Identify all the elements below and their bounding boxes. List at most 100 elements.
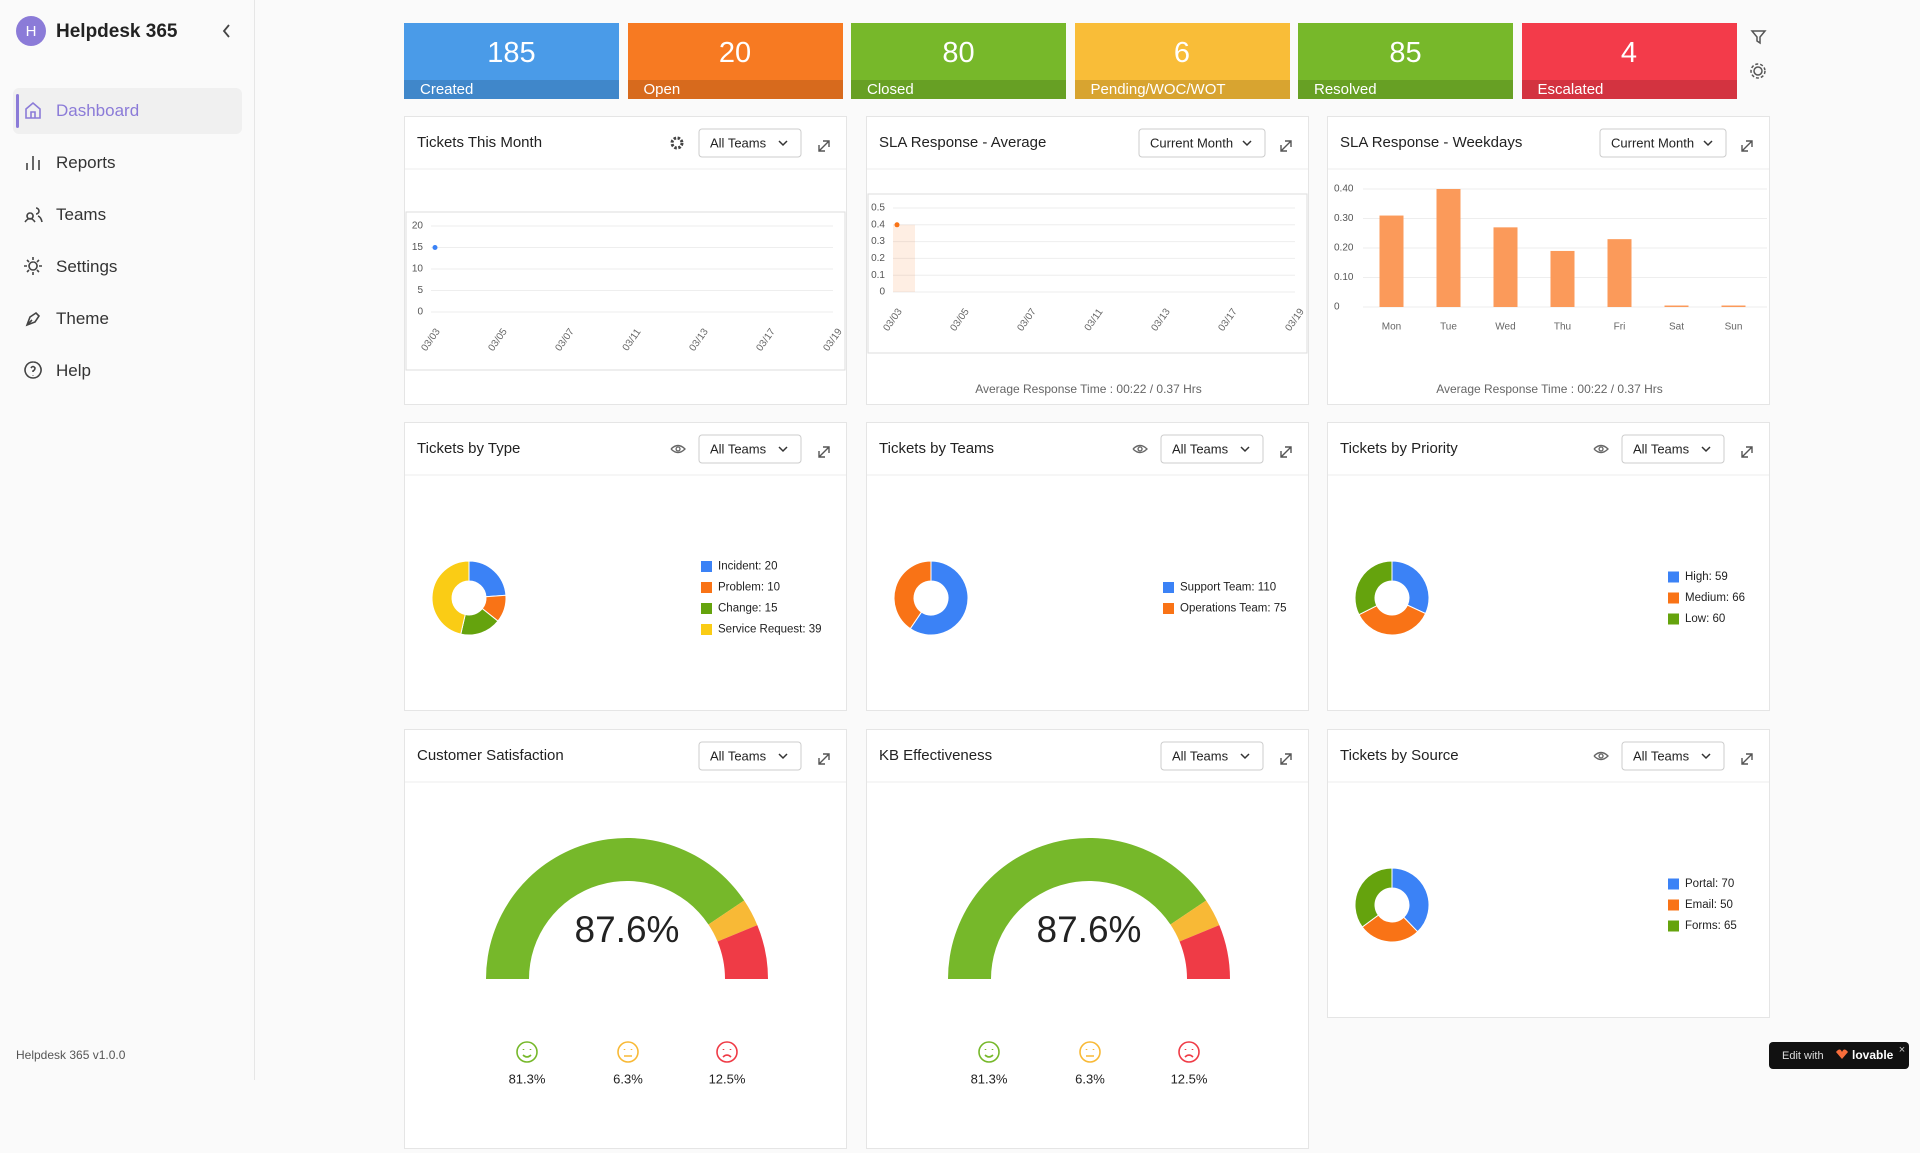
- chart: Tickets by Type All Teams Incident: 20 Prob…: [405, 434, 848, 636]
- collapse-button[interactable]: [212, 17, 240, 45]
- stat-value: 20: [718, 37, 752, 69]
- x-tick-label: Wed: [1495, 322, 1515, 333]
- face-icon: [617, 1041, 639, 1063]
- x-tick-label: Thu: [1554, 322, 1571, 333]
- team-filter[interactable]: [1621, 741, 1725, 771]
- team-filter[interactable]: [1160, 741, 1264, 771]
- stat-card[interactable]: 80 Closed: [851, 23, 1066, 99]
- gauge-segment: [1179, 925, 1230, 979]
- dropdown-arrow: [778, 446, 788, 453]
- expand-icon[interactable]: [1741, 140, 1753, 152]
- nav-item[interactable]: Theme: [13, 296, 242, 342]
- expand-icon[interactable]: [1280, 446, 1292, 458]
- visibility-icon[interactable]: [1593, 444, 1609, 454]
- face: [1178, 1041, 1200, 1063]
- expand-icon[interactable]: [1280, 753, 1292, 765]
- nav-label: Settings: [56, 257, 118, 276]
- gauge-share: 12.5%: [1171, 1071, 1208, 1086]
- expand-icon[interactable]: [1741, 446, 1753, 458]
- y-tick-label: 0.4: [871, 219, 885, 230]
- x-tick-label: 03/17: [1216, 306, 1240, 333]
- chart: Tickets by Source All Teams Portal: 70 Emai…: [1328, 741, 1771, 943]
- team-filter[interactable]: [698, 741, 802, 771]
- gauge-segment: [1170, 900, 1220, 942]
- nav-icon: [25, 311, 41, 327]
- team-filter-label: All Teams: [710, 441, 767, 456]
- dropdown-arrow: [1701, 446, 1711, 453]
- chart-title: SLA Response - Weekdays: [1340, 134, 1522, 151]
- nav-item[interactable]: Reports: [13, 140, 242, 186]
- gauge-segment: [486, 838, 745, 979]
- visibility-icon[interactable]: [1132, 444, 1148, 454]
- x-tick-label: 03/03: [881, 306, 905, 333]
- legend-label: Problem: 10: [718, 582, 780, 594]
- bar: [1607, 239, 1632, 307]
- y-tick-label: 0.1: [871, 270, 885, 281]
- legend-label: Service Request: 39: [718, 624, 822, 636]
- expand-icon[interactable]: [818, 446, 830, 458]
- chart-panel: SLA Response - Weekdays Current Month 0 0.1…: [1327, 116, 1771, 405]
- main: 185 Created 20 Open 80 Closed 6 Pending/WOC/WOT…: [255, 0, 1920, 1149]
- chart-panel: Customer Satisfaction All Teams 81.3% 6.3% 1…: [404, 729, 848, 1149]
- team-filter-label: All Teams: [710, 748, 767, 763]
- face: [617, 1041, 639, 1063]
- team-filter-label: All Teams: [1172, 441, 1229, 456]
- chart: Tickets by Priority All Teams High: 59 Medi…: [1328, 434, 1771, 636]
- team-filter-label: All Teams: [1633, 748, 1690, 763]
- y-tick-label: 0: [1334, 302, 1340, 313]
- nav-label: Theme: [56, 309, 109, 328]
- legend-swatch: [1668, 899, 1679, 911]
- x-tick-label: 03/11: [621, 327, 644, 354]
- chart-panel: Tickets by Type All Teams Incident: 20 Prob…: [404, 422, 848, 711]
- y-tick-label: 10: [412, 264, 424, 275]
- x-tick-label: 03/11: [1083, 307, 1106, 334]
- stat-card[interactable]: 4 Escalated: [1521, 23, 1737, 99]
- pie-slice: [468, 560, 507, 598]
- team-filter[interactable]: [698, 128, 802, 158]
- nav-icon: [24, 361, 42, 379]
- chart: Customer Satisfaction All Teams 81.3% 6.3% 1…: [405, 741, 848, 1086]
- visibility-icon[interactable]: [1593, 751, 1609, 761]
- expand-icon[interactable]: [1280, 140, 1292, 152]
- stat-card[interactable]: 85 Resolved: [1298, 23, 1513, 99]
- team-filter[interactable]: [698, 434, 802, 464]
- legend-swatch: [701, 624, 712, 635]
- stat-label: Closed: [851, 80, 1066, 99]
- face: [516, 1041, 538, 1063]
- nav-icon: [26, 156, 40, 170]
- dropdown-arrow: [1701, 753, 1711, 760]
- legend-swatch: [1668, 878, 1679, 890]
- nav-item[interactable]: Settings: [13, 244, 242, 290]
- team-filter[interactable]: [1160, 434, 1264, 464]
- expand-icon[interactable]: [818, 140, 830, 152]
- x-tick-label: 03/07: [553, 326, 577, 353]
- visibility-icon[interactable]: [670, 444, 686, 454]
- team-filter-label: Current Month: [1150, 135, 1233, 150]
- nav-item[interactable]: Dashboard: [13, 88, 242, 134]
- chart-title: KB Effectiveness: [879, 747, 992, 764]
- team-filter[interactable]: [1599, 128, 1727, 158]
- team-filter[interactable]: [1138, 128, 1266, 158]
- team-filter[interactable]: [1621, 434, 1725, 464]
- gauge-share: 6.3%: [1075, 1071, 1105, 1086]
- chart-panel: Tickets by Teams All Teams Support Team: 1…: [866, 422, 1310, 711]
- bar: [1436, 189, 1461, 307]
- nav-item[interactable]: Teams: [13, 192, 242, 238]
- expand-icon[interactable]: [818, 753, 830, 765]
- pie-slice: [909, 560, 969, 636]
- legend-label: Low: 60: [1685, 613, 1725, 625]
- nav-icon-path: [24, 207, 43, 223]
- expand-icon[interactable]: [1741, 753, 1753, 765]
- legend-swatch: [701, 603, 712, 614]
- face-icon: [1178, 1041, 1200, 1063]
- stat-card[interactable]: 6 Pending/WOC/WOT: [1074, 23, 1290, 99]
- pie-slice: [1354, 560, 1393, 616]
- face: [978, 1041, 1000, 1063]
- stat-card[interactable]: 185 Created: [404, 23, 619, 99]
- stat-card[interactable]: 20 Open: [627, 23, 843, 99]
- legend-label: Forms: 65: [1685, 920, 1737, 932]
- chart: Tickets by Teams All Teams Support Team: 1…: [867, 434, 1310, 636]
- legend-swatch: [1668, 571, 1679, 583]
- nav-item[interactable]: Help: [13, 348, 242, 394]
- settings-icon[interactable]: [670, 136, 684, 150]
